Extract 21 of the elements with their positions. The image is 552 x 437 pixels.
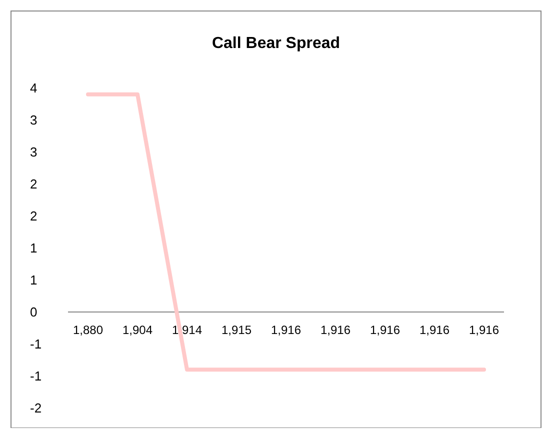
y-tick-label: 3	[30, 112, 38, 128]
x-tick-label: 1,904	[122, 323, 153, 337]
y-tick-label: 2	[30, 208, 38, 224]
y-tick-label: 0	[30, 304, 38, 320]
x-tick-label: 1,914	[172, 323, 202, 337]
y-tick-label: 1	[30, 272, 38, 288]
y-tick-label: -2	[30, 400, 42, 416]
x-tick-label: 1,916	[370, 323, 400, 337]
y-tick-label: 2	[30, 176, 38, 192]
y-tick-label: 3	[30, 144, 38, 160]
x-tick-label: 1,916	[270, 323, 302, 337]
y-tick-label: 4	[30, 80, 38, 96]
x-tick-label: 1,916	[468, 323, 500, 337]
chart-title: Call Bear Spread	[212, 35, 340, 52]
y-tick-label: 1	[30, 240, 38, 256]
x-tick-label: 1,916	[320, 323, 351, 337]
x-tick-label: 1,880	[72, 323, 104, 337]
y-tick-label: -1	[30, 336, 42, 352]
y-tick-label: -1	[30, 368, 42, 384]
x-tick-label: 1,916	[419, 323, 450, 337]
x-tick-label: 1,915	[221, 323, 252, 337]
